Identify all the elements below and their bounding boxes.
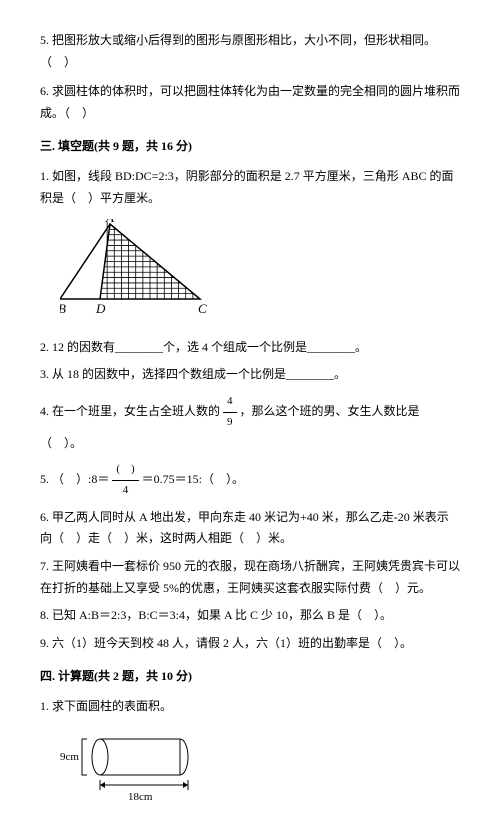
s3-q6-text: 6. 甲乙两人同时从 A 地出发，甲向东走 40 米记为+40 米，那么乙走-2… bbox=[40, 510, 449, 546]
s3-q5-a: 5. （ ）:8＝ bbox=[40, 472, 109, 486]
section-4-title-text: 四. 计算题(共 2 题，共 10 分) bbox=[40, 669, 192, 683]
s3-q7: 7. 王阿姨看中一套标价 950 元的衣服，现在商场八折酬宾，王阿姨凭贵宾卡可以… bbox=[40, 556, 460, 599]
s3-q5: 5. （ ）:8＝ ( ) 4 ＝0.75＝15:（ ）。 bbox=[40, 460, 460, 501]
cylinder-shape bbox=[82, 739, 188, 790]
s3-q4-den: 9 bbox=[223, 413, 237, 433]
s3-q4-fraction: 4 9 bbox=[223, 392, 237, 433]
label-d: D bbox=[95, 301, 106, 316]
triangle-figure: A B C D bbox=[60, 219, 460, 327]
s3-q3-text: 3. 从 18 的因数中，选择四个数组成一个比例是________。 bbox=[40, 367, 346, 381]
cylinder-figure: 9cm 18cm bbox=[60, 727, 460, 815]
cylinder-width-label: 18cm bbox=[128, 791, 153, 803]
hatch-lines bbox=[101, 222, 194, 299]
s4-q1: 1. 求下面圆柱的表面积。 bbox=[40, 696, 460, 718]
q6-text: 6. 求圆柱体的体积时，可以把圆柱体转化为由一定数量的完全相同的圆片堆积而成。（… bbox=[40, 84, 460, 120]
s3-q9: 9. 六（1）班今天到校 48 人，请假 2 人，六（1）班的出勤率是（ ）。 bbox=[40, 633, 460, 655]
s3-q5-den: 4 bbox=[112, 481, 138, 501]
section-4-title: 四. 计算题(共 2 题，共 10 分) bbox=[40, 666, 460, 688]
label-a: A bbox=[105, 219, 114, 225]
s3-q2-text: 2. 12 的因数有________个，选 4 个组成一个比例是________… bbox=[40, 340, 367, 354]
s3-q5-num: ( ) bbox=[112, 460, 138, 481]
section-3-title-text: 三. 填空题(共 9 题，共 16 分) bbox=[40, 139, 192, 153]
question-5: 5. 把图形放大或缩小后得到的图形与原图形相比，大小不同，但形状相同。（ ） bbox=[40, 30, 460, 73]
cylinder-svg: 9cm 18cm bbox=[60, 727, 210, 807]
s3-q8: 8. 已知 A:B＝2:3，B:C＝3:4，如果 A 比 C 少 10，那么 B… bbox=[40, 605, 460, 627]
s3-q7-text: 7. 王阿姨看中一套标价 950 元的衣服，现在商场八折酬宾，王阿姨凭贵宾卡可以… bbox=[40, 559, 460, 595]
s3-q1-text: 1. 如图，线段 BD:DC=2:3，阴影部分的面积是 2.7 平方厘米，三角形… bbox=[40, 169, 453, 205]
s3-q6: 6. 甲乙两人同时从 A 地出发，甲向东走 40 米记为+40 米，那么乙走-2… bbox=[40, 507, 460, 550]
question-6: 6. 求圆柱体的体积时，可以把圆柱体转化为由一定数量的完全相同的圆片堆积而成。（… bbox=[40, 81, 460, 124]
s3-q4-a: 4. 在一个班里，女生占全班人数的 bbox=[40, 404, 220, 418]
s3-q5-fraction: ( ) 4 bbox=[112, 460, 138, 501]
s3-q4-num: 4 bbox=[223, 392, 237, 413]
s3-q3: 3. 从 18 的因数中，选择四个数组成一个比例是________。 bbox=[40, 364, 460, 386]
s3-q2: 2. 12 的因数有________个，选 4 个组成一个比例是________… bbox=[40, 337, 460, 359]
s4-q1-text: 1. 求下面圆柱的表面积。 bbox=[40, 699, 172, 713]
cylinder-height-label: 9cm bbox=[60, 751, 79, 763]
q5-text: 5. 把图形放大或缩小后得到的图形与原图形相比，大小不同，但形状相同。（ ） bbox=[40, 33, 436, 69]
section-3-title: 三. 填空题(共 9 题，共 16 分) bbox=[40, 136, 460, 158]
s3-q5-b: ＝0.75＝15:（ ）。 bbox=[142, 472, 244, 486]
s3-q1: 1. 如图，线段 BD:DC=2:3，阴影部分的面积是 2.7 平方厘米，三角形… bbox=[40, 166, 460, 209]
s3-q4: 4. 在一个班里，女生占全班人数的 4 9 ，那么这个班的男、女生人数比是（ ）… bbox=[40, 392, 460, 454]
s3-q9-text: 9. 六（1）班今天到校 48 人，请假 2 人，六（1）班的出勤率是（ ）。 bbox=[40, 636, 412, 650]
s3-q8-text: 8. 已知 A:B＝2:3，B:C＝3:4，如果 A 比 C 少 10，那么 B… bbox=[40, 608, 392, 622]
triangle-svg: A B C D bbox=[60, 219, 220, 319]
label-b: B bbox=[60, 301, 66, 316]
label-c: C bbox=[198, 301, 207, 316]
